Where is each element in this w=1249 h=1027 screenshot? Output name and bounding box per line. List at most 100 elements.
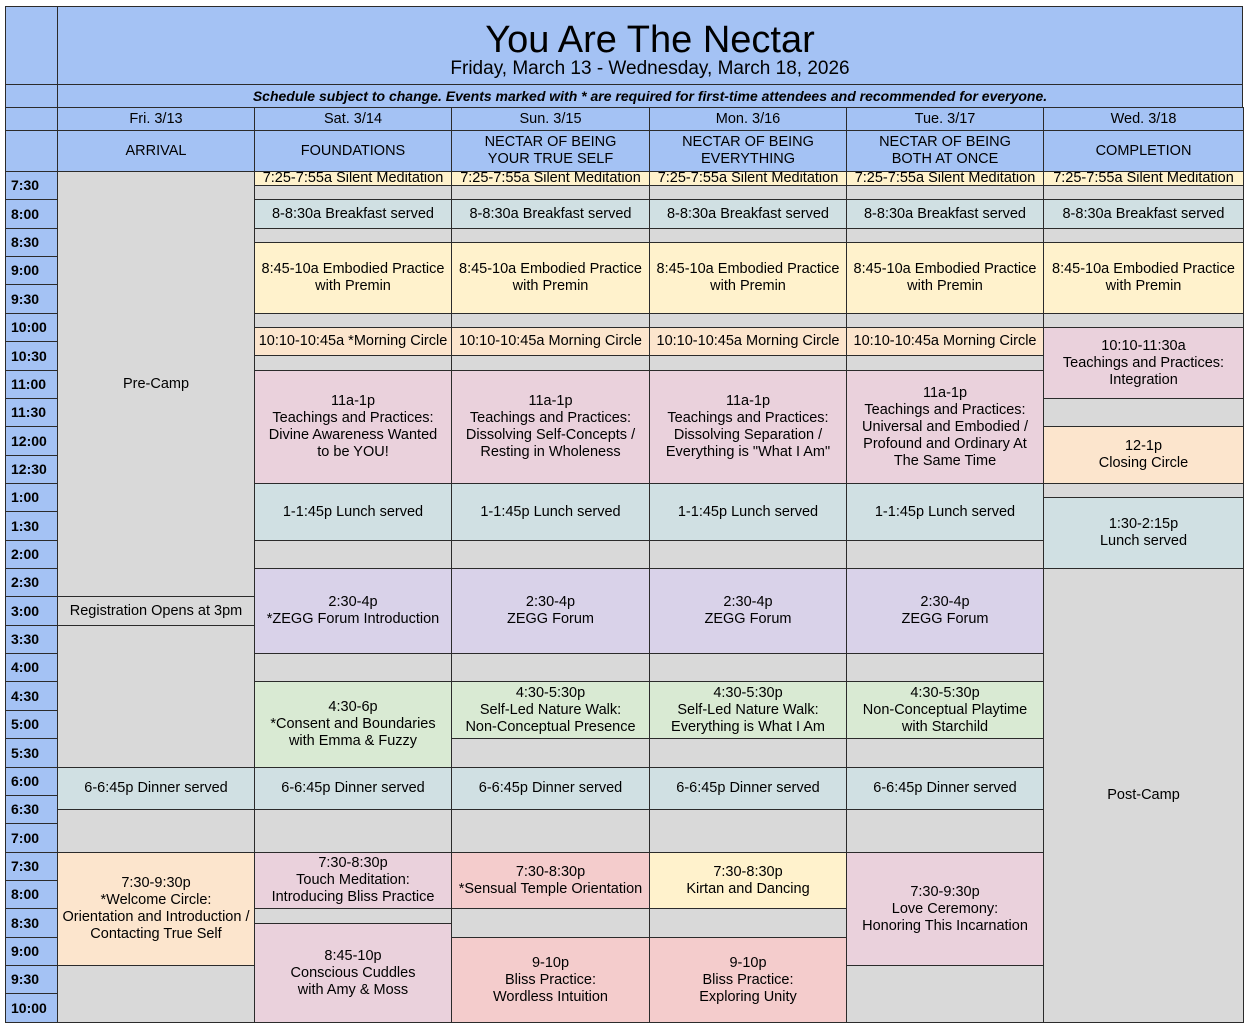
schedule-event: 9-10p Bliss Practice: Wordless Intuition — [451, 937, 650, 1023]
schedule-event: 7:25-7:55a Silent Meditation — [254, 171, 452, 186]
schedule-event: 11a-1p Teachings and Practices: Divine Awa… — [254, 370, 452, 484]
empty-slot — [1043, 228, 1244, 243]
empty-slot — [1043, 185, 1244, 200]
corner-cell — [5, 6, 58, 85]
event-text-line: with Premin — [315, 278, 391, 294]
schedule-event: 7:30-8:30p Kirtan and Dancing — [649, 852, 847, 909]
time-slot-label: 5:30 — [5, 738, 58, 768]
event-text-line: 7:30-9:30p — [910, 883, 980, 900]
event-text-line: 8:45-10a Embodied Practice — [853, 261, 1037, 277]
schedule-event: 1-1:45p Lunch served — [846, 483, 1044, 541]
time-slot-label: 3:00 — [5, 596, 58, 626]
event-text-line: Contacting True Self — [90, 926, 222, 942]
schedule-event: 8-8:30a Breakfast served — [451, 199, 650, 229]
event-text-line: 4:30-6p — [328, 699, 378, 715]
schedule-event: 9-10p Bliss Practice: Exploring Unity — [649, 937, 847, 1023]
event-text-line: Divine Awareness Wanted — [268, 427, 438, 443]
empty-slot — [649, 809, 847, 853]
day-theme-line: NECTAR OF BEING — [879, 134, 1011, 150]
time-slot-label: 7:30 — [5, 171, 58, 200]
event-text-line: ZEGG Forum — [704, 611, 792, 627]
event-text-line: 7:25-7:55a Silent Meditation — [854, 171, 1036, 186]
empty-slot — [451, 313, 650, 328]
event-text-line: 7:30-8:30p — [515, 863, 586, 880]
schedule-event: 6-6:45p Dinner served — [57, 767, 255, 810]
event-text-line: ZEGG Forum — [901, 611, 989, 627]
schedule-event: 8-8:30a Breakfast served — [1043, 199, 1244, 229]
event-text-line: 6-6:45p Dinner served — [84, 780, 228, 796]
time-slot-label: 4:00 — [5, 653, 58, 682]
empty-slot — [451, 228, 650, 243]
schedule-event: 4:30-5:30p Self-Led Nature Walk: Non-Conce… — [451, 681, 650, 739]
event-text-line: 12-1p — [1124, 438, 1163, 454]
empty-slot — [649, 185, 847, 200]
empty-slot — [254, 313, 452, 328]
event-text-line: Love Ceremony: — [891, 900, 999, 917]
schedule-event: 11a-1p Teachings and Practices: Dissolving… — [649, 370, 847, 484]
time-slot-label: 8:30 — [5, 908, 58, 938]
time-slot-label: 9:30 — [5, 284, 58, 314]
day-date-header: Wed. 3/18 — [1043, 107, 1244, 131]
day-theme-line: FOUNDATIONS — [300, 142, 406, 159]
schedule-event: 10:10-10:45a Morning Circle — [649, 327, 847, 356]
day-theme-line: YOUR TRUE SELF — [487, 151, 614, 167]
event-text-line: 10:10-10:45a Morning Circle — [853, 333, 1037, 349]
event-text-line: Teachings and Practices: — [864, 401, 1026, 418]
schedule-event: 10:10-11:30a Teachings and Practices: Inte… — [1043, 327, 1244, 399]
event-text-line: 8:45-10a Embodied Practice — [459, 261, 642, 277]
event-text-line: Self-Led Nature Walk: — [677, 701, 819, 718]
event-text-line: Registration Opens at 3pm — [69, 602, 243, 619]
event-text-line: with Premin — [512, 278, 589, 294]
day-date-header: Fri. 3/13 — [57, 107, 255, 131]
event-text-line: Pre-Camp — [122, 375, 190, 392]
event-text-line: 6-6:45p Dinner served — [281, 780, 425, 796]
time-slot-label: 8:30 — [5, 228, 58, 257]
schedule-event: 4:30-5:30p Self-Led Nature Walk: Everythin… — [649, 681, 847, 739]
day-date-header: Sat. 3/14 — [254, 107, 452, 131]
event-text-line: 11a-1p — [528, 393, 573, 409]
event-text-line: Dissolving Separation / — [673, 427, 823, 443]
empty-slot — [649, 738, 847, 768]
empty-slot — [846, 653, 1044, 682]
schedule-title: You Are The Nectar — [57, 6, 1243, 57]
time-slot-label: 12:00 — [5, 426, 58, 456]
event-text-line: 8:45-10a Embodied Practice — [261, 261, 445, 277]
event-text-line: with Premin — [710, 278, 786, 294]
empty-slot — [649, 313, 847, 328]
event-text-line: 8:45-10a Embodied Practice — [1052, 261, 1235, 277]
schedule-event: Pre-Camp — [57, 171, 255, 597]
schedule-event: 7:30-8:30p *Sensual Temple Orientation — [451, 852, 650, 909]
event-text-line: 4:30-5:30p — [910, 684, 980, 701]
schedule-event: 1-1:45p Lunch served — [649, 483, 847, 541]
time-slot-label: 9:00 — [5, 256, 58, 285]
empty-slot — [57, 625, 255, 768]
event-text-line: Profound and Ordinary At — [863, 435, 1027, 452]
schedule-event: 7:30-9:30p Love Ceremony: Honoring This In… — [846, 852, 1044, 966]
schedule-event: 11a-1p Teachings and Practices: Dissolving… — [451, 370, 650, 484]
schedule-event: 10:10-10:45a Morning Circle — [846, 327, 1044, 356]
event-text-line: Wordless Intuition — [493, 988, 608, 1005]
corner-cell — [5, 107, 58, 131]
time-slot-label: 12:30 — [5, 455, 58, 484]
schedule-event: 7:25-7:55a Silent Meditation — [1043, 171, 1244, 186]
schedule-event: 6-6:45p Dinner served — [649, 767, 847, 810]
event-text-line: with Starchild — [901, 718, 989, 735]
empty-slot — [57, 965, 255, 1023]
empty-slot — [846, 185, 1044, 200]
time-slot-label: 6:30 — [5, 795, 58, 824]
event-text-line: 7:25-7:55a Silent Meditation — [657, 171, 839, 186]
day-theme-header: NECTAR OF BEING EVERYTHING — [649, 130, 847, 172]
empty-slot — [254, 228, 452, 243]
day-theme-header: COMPLETION — [1043, 130, 1244, 172]
event-text-line: 6-6:45p Dinner served — [873, 780, 1017, 796]
time-slot-label: 10:00 — [5, 313, 58, 342]
schedule-event: Post-Camp — [1043, 568, 1244, 1023]
event-text-line: ZEGG Forum — [506, 611, 594, 627]
time-slot-label: 10:00 — [5, 993, 58, 1023]
event-text-line: Bliss Practice: — [702, 971, 794, 988]
event-text-line: Conscious Cuddles — [290, 964, 416, 981]
day-theme-header: ARRIVAL — [57, 130, 255, 172]
event-text-line: 8-8:30a Breakfast served — [469, 205, 632, 222]
schedule-event: 6-6:45p Dinner served — [846, 767, 1044, 810]
time-slot-label: 7:30 — [5, 852, 58, 881]
